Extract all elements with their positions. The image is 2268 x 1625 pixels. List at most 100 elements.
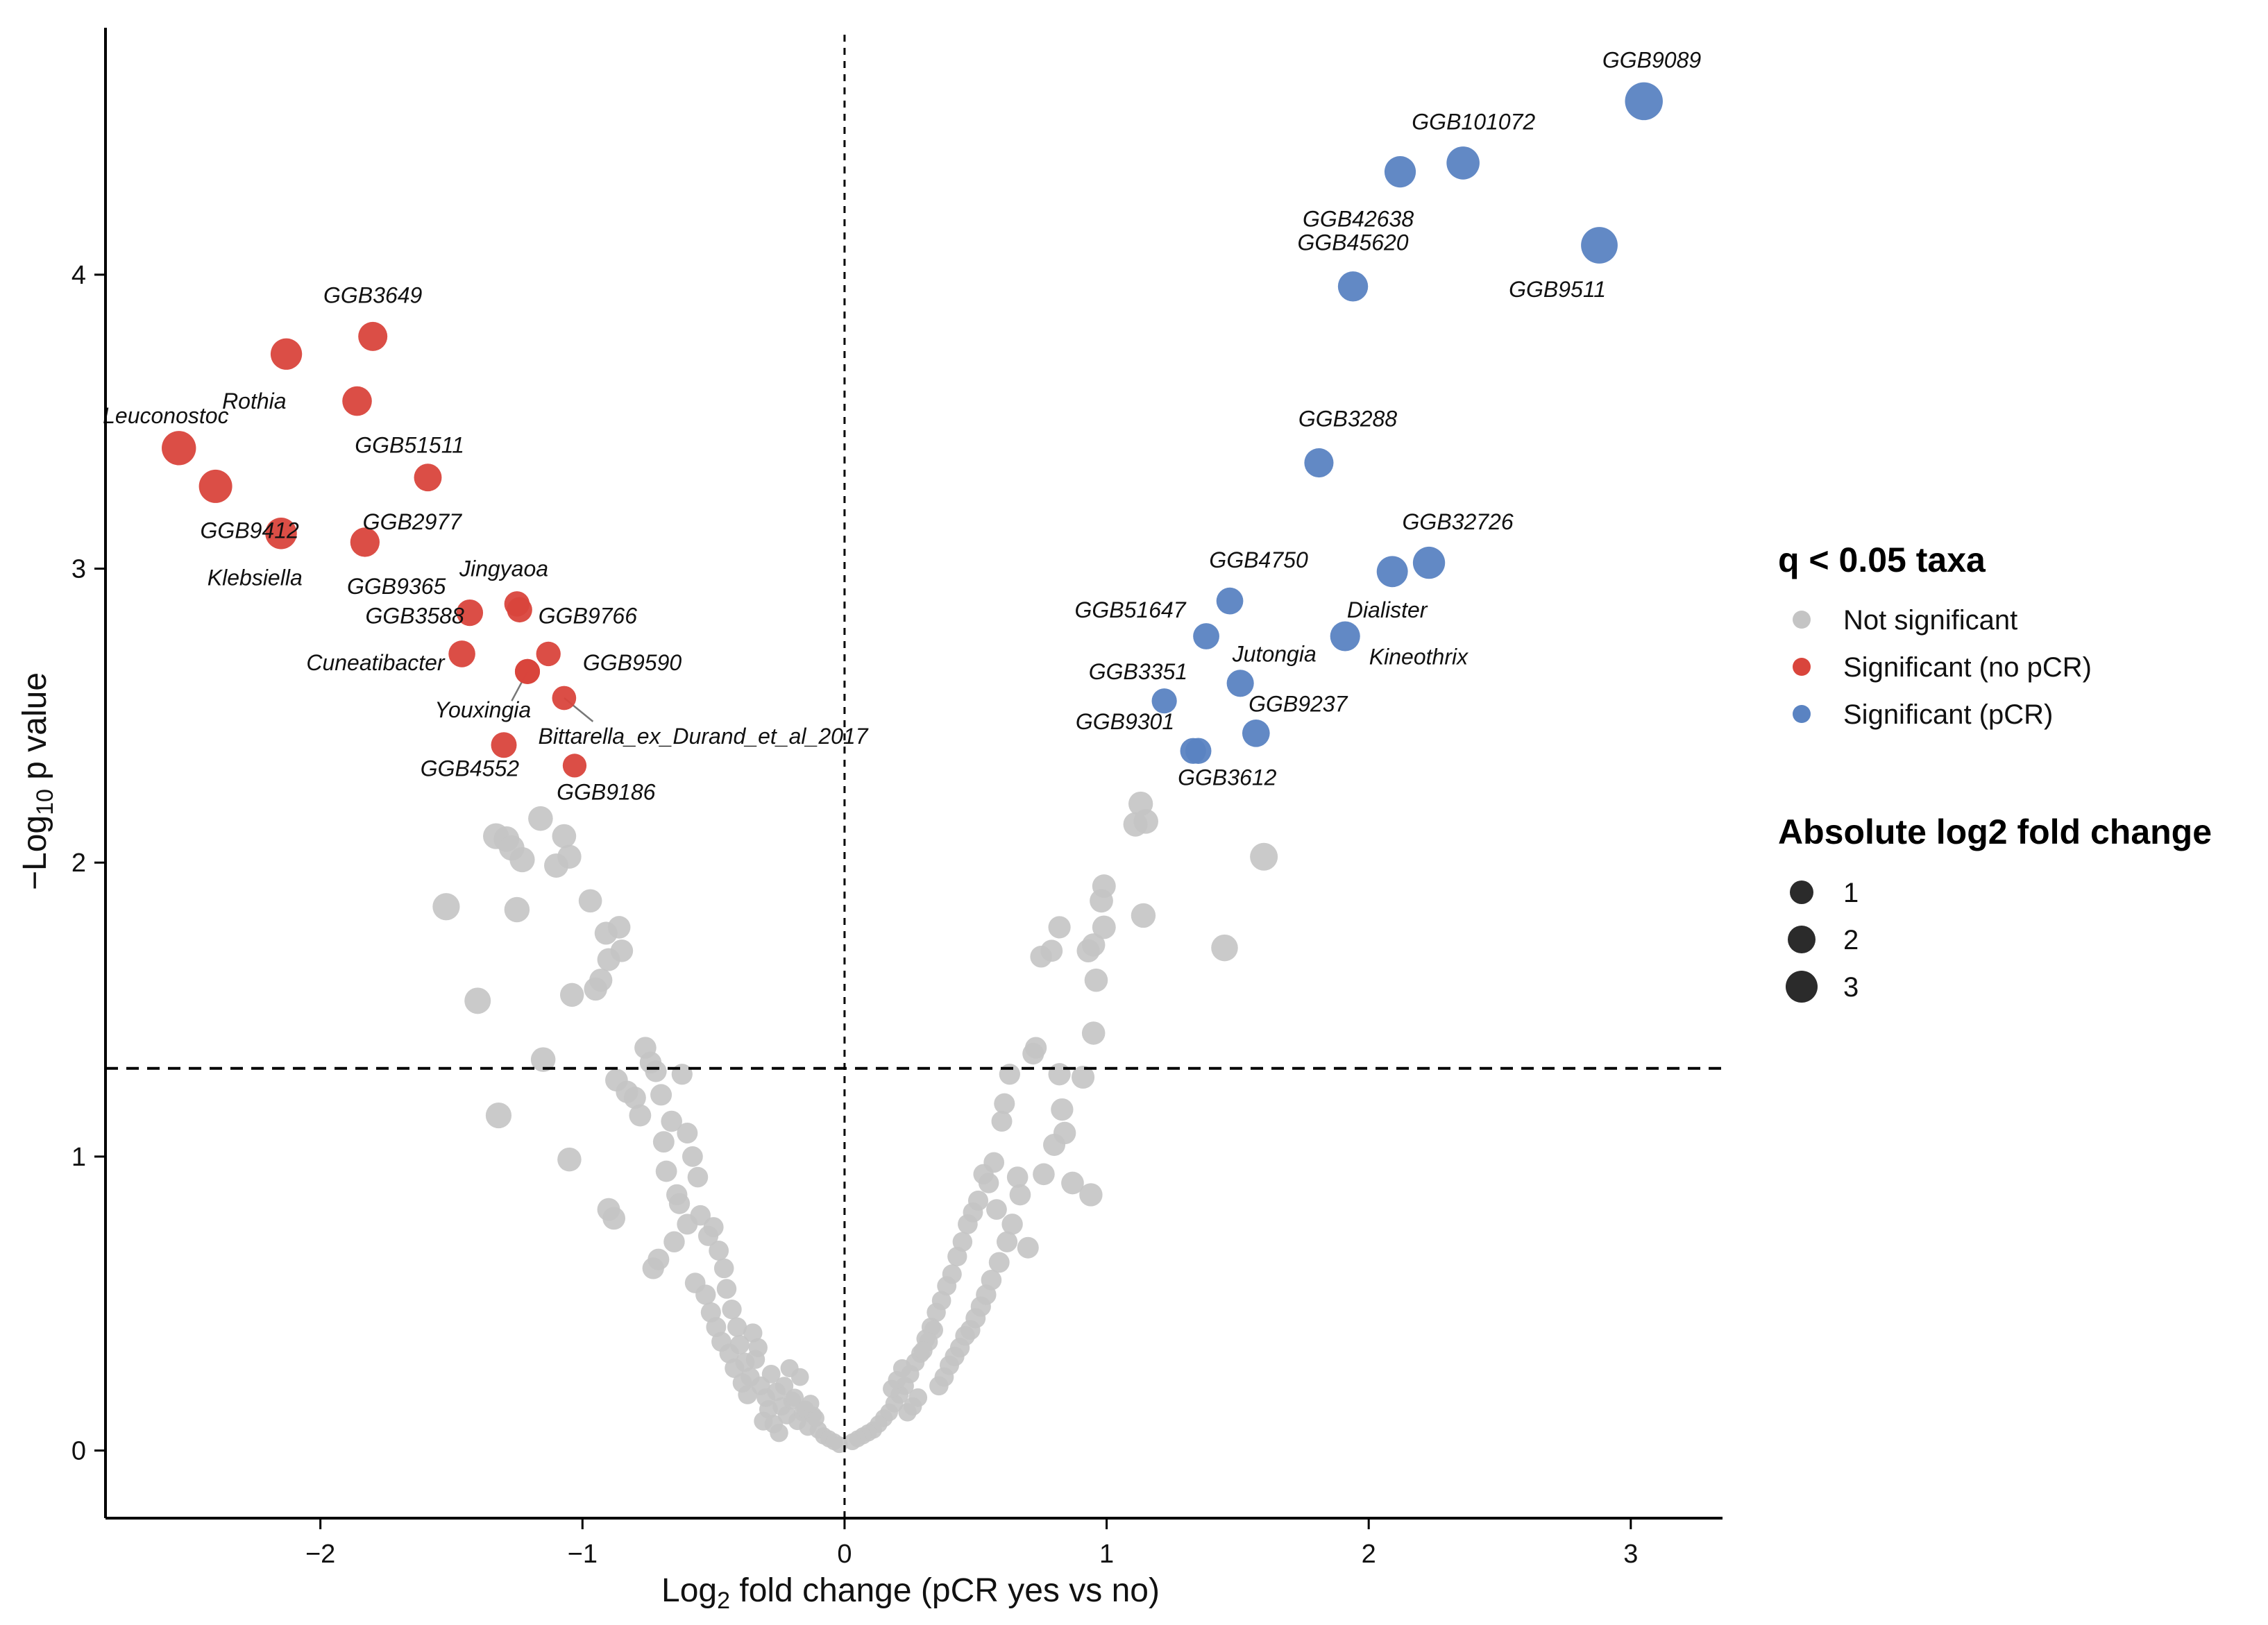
point-not-significant bbox=[1250, 842, 1278, 871]
point-label: Jingyaoa bbox=[459, 556, 548, 581]
point-label: Kineothrix bbox=[1369, 645, 1469, 670]
point-not-significant bbox=[1211, 934, 1238, 962]
point-significant-pcr bbox=[1384, 155, 1416, 188]
color-legend-title: q < 0.05 taxa bbox=[1778, 541, 1986, 579]
point-label: GGB3588 bbox=[365, 603, 464, 628]
point-not-significant bbox=[913, 1341, 933, 1361]
point-not-significant bbox=[687, 1166, 709, 1188]
point-label: GGB51511 bbox=[355, 433, 464, 458]
point-significant-pcr bbox=[1193, 623, 1219, 649]
point-not-significant bbox=[1081, 1021, 1106, 1045]
legend-color-label: Significant (no pCR) bbox=[1843, 652, 2092, 683]
point-not-significant bbox=[1022, 1043, 1044, 1065]
point-not-significant bbox=[883, 1379, 901, 1398]
point-not-significant bbox=[1048, 916, 1071, 939]
point-not-significant bbox=[557, 844, 582, 869]
point-not-significant bbox=[652, 1131, 675, 1153]
point-significant-pcr bbox=[1412, 546, 1446, 579]
point-not-significant bbox=[552, 824, 577, 849]
point-significant-pcr bbox=[1581, 227, 1618, 264]
point-label: GGB101072 bbox=[1412, 110, 1535, 135]
point-significant-no-pcr bbox=[265, 517, 297, 550]
point-label: GGB9186 bbox=[557, 780, 656, 805]
point-not-significant bbox=[661, 1110, 682, 1132]
point-significant-no-pcr bbox=[162, 431, 196, 466]
point-not-significant bbox=[738, 1385, 758, 1404]
axes: −2 −1 0 1 2 3 0 1 2 3 4 bbox=[71, 28, 1723, 1569]
legend-size-label: 2 bbox=[1843, 925, 1859, 955]
point-not-significant bbox=[695, 1284, 716, 1305]
point-not-significant bbox=[1043, 1133, 1066, 1156]
point-not-significant bbox=[677, 1214, 698, 1235]
point-not-significant bbox=[1048, 1063, 1071, 1086]
y-tick-label: 1 bbox=[71, 1143, 86, 1172]
point-significant-no-pcr bbox=[514, 658, 541, 684]
point-label: Dialister bbox=[1347, 597, 1428, 622]
point-label: GGB9301 bbox=[1076, 709, 1174, 734]
point-not-significant bbox=[1084, 968, 1108, 992]
legend-color-swatch bbox=[1793, 611, 1811, 629]
point-label: GGB42638 bbox=[1303, 206, 1414, 231]
point-not-significant bbox=[722, 1300, 742, 1320]
point-not-significant bbox=[709, 1241, 729, 1261]
point-label: Leuconostoc bbox=[103, 403, 228, 428]
point-not-significant bbox=[677, 1122, 698, 1143]
point-not-significant bbox=[1072, 1065, 1095, 1089]
point-label: GGB9365 bbox=[347, 574, 446, 599]
point-not-significant bbox=[648, 1248, 670, 1270]
point-not-significant bbox=[1061, 1171, 1084, 1195]
point-not-significant bbox=[713, 1258, 734, 1279]
point-labels: GGB3649 Rothia GGB51511 Leuconostoc GGB2977 G… bbox=[103, 48, 1701, 805]
point-significant-pcr bbox=[1304, 448, 1334, 478]
point-not-significant bbox=[743, 1323, 763, 1343]
point-not-significant bbox=[528, 806, 553, 831]
point-significant-no-pcr bbox=[342, 386, 372, 416]
legend-size-swatch bbox=[1790, 880, 1813, 904]
point-not-significant bbox=[725, 1358, 745, 1379]
point-significant-no-pcr bbox=[562, 754, 587, 778]
point-significant-pcr bbox=[1151, 688, 1177, 714]
point-significant-no-pcr bbox=[358, 321, 388, 351]
point-label: GGB9590 bbox=[583, 650, 682, 675]
legend-size-swatch bbox=[1786, 971, 1818, 1003]
y-tick-label: 4 bbox=[71, 261, 86, 290]
point-not-significant bbox=[645, 1060, 667, 1082]
point-significant-pcr bbox=[1446, 146, 1480, 180]
point-label: GGB9766 bbox=[539, 603, 638, 628]
x-tick-label: 3 bbox=[1623, 1540, 1638, 1569]
point-not-significant bbox=[759, 1399, 778, 1419]
y-tick-label: 3 bbox=[71, 555, 86, 584]
point-not-significant bbox=[790, 1368, 809, 1386]
point-not-significant bbox=[978, 1173, 999, 1193]
point-significant-no-pcr bbox=[198, 469, 232, 503]
point-not-significant bbox=[775, 1377, 794, 1395]
point-not-significant bbox=[999, 1064, 1020, 1085]
point-label: GGB3351 bbox=[1089, 659, 1187, 684]
point-significant-no-pcr bbox=[350, 527, 380, 557]
point-not-significant bbox=[831, 1436, 848, 1454]
legend-size-label: 1 bbox=[1843, 878, 1859, 908]
y-tick-label: 0 bbox=[71, 1437, 86, 1466]
point-label: GGB9237 bbox=[1249, 691, 1348, 716]
point-not-significant bbox=[589, 969, 613, 992]
x-tick-label: 2 bbox=[1362, 1540, 1376, 1569]
point-not-significant bbox=[703, 1217, 724, 1238]
point-label: Jutongia bbox=[1232, 641, 1317, 666]
point-not-significant bbox=[1133, 809, 1158, 834]
significant-pcr-points bbox=[1151, 82, 1663, 764]
x-axis-ticks: −2 −1 0 1 2 3 bbox=[305, 1518, 1638, 1569]
point-not-significant bbox=[926, 1302, 946, 1322]
x-tick-label: 0 bbox=[837, 1540, 852, 1569]
point-not-significant bbox=[986, 1199, 1007, 1220]
point-not-significant bbox=[937, 1276, 957, 1296]
point-not-significant bbox=[1009, 1184, 1031, 1206]
point-significant-pcr bbox=[1330, 621, 1360, 652]
point-not-significant bbox=[770, 1423, 788, 1443]
point-significant-pcr bbox=[1185, 738, 1212, 764]
legend-color-label: Not significant bbox=[1843, 605, 2017, 636]
legend-size-swatch bbox=[1788, 926, 1816, 953]
point-not-significant bbox=[559, 982, 584, 1007]
point-not-significant bbox=[1079, 1183, 1103, 1207]
point-not-significant bbox=[1092, 915, 1116, 939]
